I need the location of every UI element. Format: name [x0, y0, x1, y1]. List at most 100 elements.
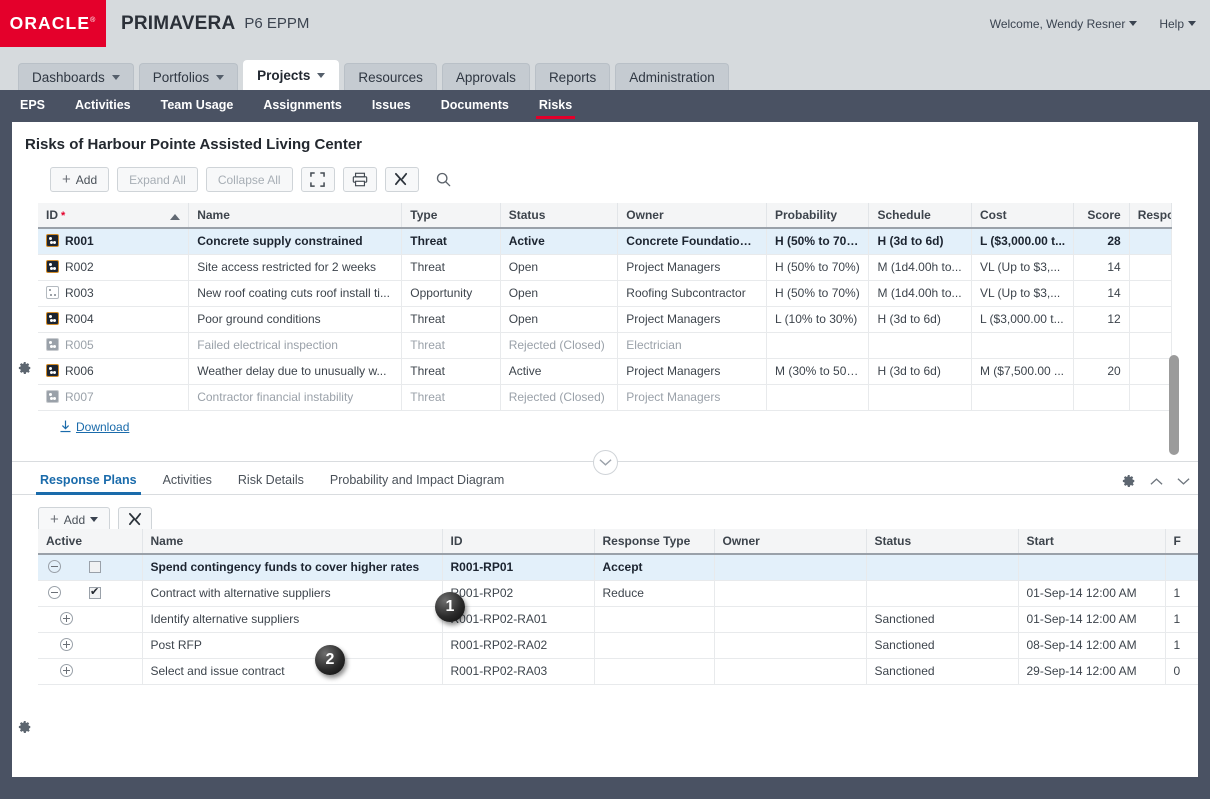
- risk-owner-cell[interactable]: Concrete Foundation ...: [617, 228, 767, 255]
- response-name-cell[interactable]: Spend contingency funds to cover higher …: [142, 554, 443, 581]
- response-name-cell[interactable]: Contract with alternative suppliers: [142, 580, 443, 607]
- risk-schedule-cell[interactable]: M (1d4.00h to...: [868, 254, 972, 281]
- expand-icon[interactable]: [60, 638, 73, 651]
- risk-owner-cell[interactable]: Project Managers: [617, 254, 767, 281]
- risk-schedule-cell[interactable]: [868, 384, 972, 411]
- risk-probability-cell[interactable]: H (50% to 70%): [766, 228, 870, 255]
- response-status-cell[interactable]: [866, 580, 1019, 607]
- add-risk-button[interactable]: + Add: [50, 167, 110, 192]
- response-status-cell[interactable]: [866, 554, 1019, 581]
- response-active-cell[interactable]: [38, 606, 143, 633]
- response-column-header-response-type[interactable]: Response Type: [594, 529, 715, 555]
- risk-probability-cell[interactable]: H (50% to 70%): [766, 280, 870, 307]
- nav-tab-approvals[interactable]: Approvals: [441, 63, 530, 90]
- tab-activities[interactable]: Activities: [162, 473, 212, 487]
- risk-status-cell[interactable]: Rejected (Closed): [500, 384, 619, 411]
- risks-column-header-probability[interactable]: Probability: [766, 203, 870, 229]
- row-settings-handle[interactable]: [12, 355, 38, 381]
- risks-column-header-score[interactable]: Score: [1073, 203, 1130, 229]
- risks-column-header-status[interactable]: Status: [500, 203, 619, 229]
- risk-schedule-cell[interactable]: H (3d to 6d): [868, 306, 972, 333]
- risks-column-header-cost[interactable]: Cost: [971, 203, 1075, 229]
- response-column-header-name[interactable]: Name: [142, 529, 443, 555]
- scrollbar-thumb[interactable]: [1169, 355, 1179, 455]
- risk-probability-cell[interactable]: [766, 332, 870, 359]
- response-active-cell[interactable]: [38, 554, 143, 581]
- chevron-up-icon[interactable]: [1150, 477, 1163, 486]
- table-row[interactable]: R001 Concrete supply constrained Threat Act…: [38, 228, 1173, 255]
- risk-response-cell[interactable]: [1129, 280, 1173, 307]
- risk-status-cell[interactable]: Open: [500, 254, 619, 281]
- response-owner-cell[interactable]: [714, 632, 867, 659]
- subnav-item-documents[interactable]: Documents: [440, 97, 509, 112]
- panel-collapse-toggle[interactable]: [593, 450, 618, 475]
- table-row[interactable]: Select and issue contract R001-RP02-RA03 S…: [38, 658, 1198, 685]
- help-menu[interactable]: Help: [1159, 17, 1196, 31]
- subnav-item-activities[interactable]: Activities: [75, 97, 131, 112]
- risk-id-cell[interactable]: R006: [38, 358, 190, 385]
- response-type-cell[interactable]: Accept: [594, 554, 715, 581]
- response-id-cell[interactable]: R001-RP02-RA01: [442, 606, 595, 633]
- response-finish-cell[interactable]: 1: [1165, 632, 1198, 659]
- collapse-icon[interactable]: [48, 586, 61, 599]
- response-name-cell[interactable]: Post RFP: [142, 632, 443, 659]
- risk-name-cell[interactable]: Contractor financial instability: [188, 384, 403, 411]
- table-row[interactable]: Identify alternative suppliers R001-RP02-…: [38, 606, 1198, 633]
- response-column-header-status[interactable]: Status: [866, 529, 1019, 555]
- risk-score-cell[interactable]: [1073, 332, 1130, 359]
- response-finish-cell[interactable]: [1165, 554, 1198, 581]
- response-finish-cell[interactable]: 1: [1165, 580, 1198, 607]
- response-type-cell[interactable]: Reduce: [594, 580, 715, 607]
- response-id-cell[interactable]: R001-RP02: [442, 580, 595, 607]
- risk-name-cell[interactable]: New roof coating cuts roof install ti...: [188, 280, 403, 307]
- response-finish-cell[interactable]: 0: [1165, 658, 1198, 685]
- risk-schedule-cell[interactable]: M (1d4.00h to...: [868, 280, 972, 307]
- response-type-cell[interactable]: [594, 632, 715, 659]
- table-row[interactable]: R007 Contractor financial instability Thre…: [38, 384, 1173, 411]
- risk-response-cell[interactable]: [1129, 228, 1173, 255]
- tab-response-plans[interactable]: Response Plans: [36, 473, 141, 495]
- risk-response-cell[interactable]: [1129, 332, 1173, 359]
- risk-cost-cell[interactable]: L ($3,000.00 t...: [971, 306, 1075, 333]
- response-owner-cell[interactable]: [714, 554, 867, 581]
- collapse-all-button[interactable]: Collapse All: [205, 167, 293, 192]
- nav-tab-reports[interactable]: Reports: [534, 63, 611, 90]
- subnav-item-issues[interactable]: Issues: [371, 97, 411, 112]
- risks-column-header-owner[interactable]: Owner: [617, 203, 767, 229]
- risk-status-cell[interactable]: Active: [500, 228, 619, 255]
- risk-type-cell[interactable]: Opportunity: [401, 280, 501, 307]
- nav-tab-administration[interactable]: Administration: [615, 63, 729, 90]
- risks-column-header-respo[interactable]: Respo: [1129, 203, 1173, 229]
- nav-tab-dashboards[interactable]: Dashboards: [18, 63, 134, 90]
- risk-status-cell[interactable]: Open: [500, 306, 619, 333]
- print-button[interactable]: [342, 167, 377, 192]
- response-start-cell[interactable]: 01-Sep-14 12:00 AM: [1018, 580, 1166, 607]
- expand-icon[interactable]: [60, 612, 73, 625]
- risk-status-cell[interactable]: Open: [500, 280, 619, 307]
- risk-probability-cell[interactable]: [766, 384, 870, 411]
- response-row-settings-handle[interactable]: [12, 714, 38, 740]
- subnav-item-assignments[interactable]: Assignments: [263, 97, 342, 112]
- nav-tab-projects[interactable]: Projects: [243, 60, 340, 90]
- risk-name-cell[interactable]: Weather delay due to unusually w...: [188, 358, 403, 385]
- chevron-down-icon[interactable]: [1177, 477, 1190, 486]
- response-id-cell[interactable]: R001-RP02-RA03: [442, 658, 595, 685]
- response-start-cell[interactable]: [1018, 554, 1166, 581]
- response-column-header-id[interactable]: ID: [442, 529, 595, 555]
- collapse-icon[interactable]: [48, 560, 61, 574]
- nav-tab-resources[interactable]: Resources: [344, 63, 437, 90]
- response-column-header-owner[interactable]: Owner: [714, 529, 867, 555]
- tab-probability-and-impact-diagram[interactable]: Probability and Impact Diagram: [329, 473, 505, 487]
- risk-response-cell[interactable]: [1129, 358, 1173, 385]
- response-owner-cell[interactable]: [714, 606, 867, 633]
- response-tools-button[interactable]: [118, 507, 153, 532]
- response-name-cell[interactable]: Identify alternative suppliers: [142, 606, 443, 633]
- risk-id-cell[interactable]: R004: [38, 306, 190, 333]
- user-menu[interactable]: Welcome, Wendy Resner: [990, 17, 1138, 31]
- risk-type-cell[interactable]: Threat: [401, 332, 501, 359]
- risk-cost-cell[interactable]: [971, 384, 1075, 411]
- risk-cost-cell[interactable]: [971, 332, 1075, 359]
- table-row[interactable]: R004 Poor ground conditions Threat Open Proj…: [38, 306, 1173, 333]
- oracle-logo[interactable]: ORACLE®: [0, 0, 106, 47]
- risk-owner-cell[interactable]: Electrician: [617, 332, 767, 359]
